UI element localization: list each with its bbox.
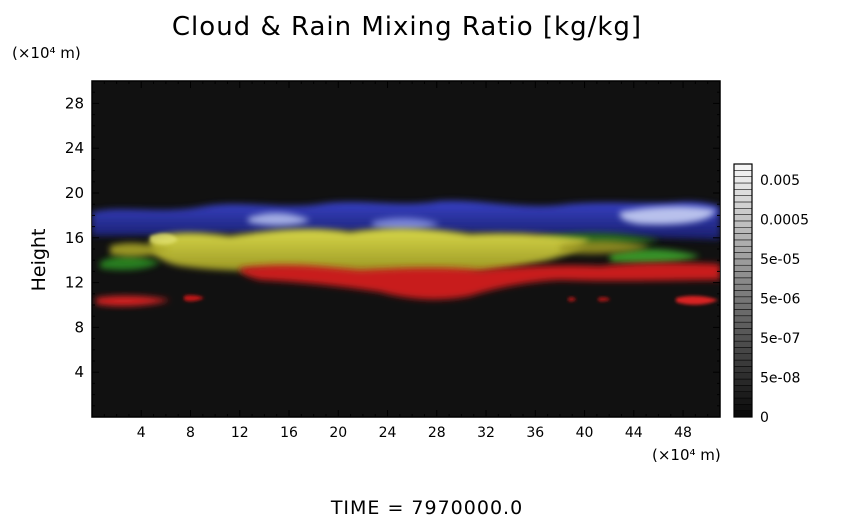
colorbar-segment bbox=[733, 385, 753, 392]
colorbar-segment bbox=[733, 252, 753, 260]
colorbar-frame bbox=[733, 163, 753, 418]
colorbar-segment bbox=[733, 328, 753, 336]
colorbar-segment bbox=[733, 283, 753, 291]
y-tick-label: 4 bbox=[74, 363, 84, 381]
colorbar-tick-label: 0.005 bbox=[760, 173, 800, 189]
colorbar-segment bbox=[733, 302, 753, 310]
colorbar-segment bbox=[733, 366, 753, 373]
x-tick-label: 40 bbox=[576, 425, 594, 441]
x-tick-label: 16 bbox=[280, 425, 298, 441]
x-tick-label: 24 bbox=[379, 425, 397, 441]
colorbar-tick-label: 0 bbox=[760, 410, 769, 426]
colorbar-segment bbox=[733, 309, 753, 317]
colorbar-segment bbox=[733, 378, 753, 386]
colorbar-segment bbox=[733, 290, 753, 298]
x-unit-label: (×10⁴ m) bbox=[652, 446, 721, 464]
colorbar-segment bbox=[733, 359, 753, 367]
colorbar-segment bbox=[733, 296, 753, 304]
colorbar-segment bbox=[733, 214, 753, 222]
colorbar-tick-label: 5e-06 bbox=[760, 292, 800, 308]
y-tick-label: 24 bbox=[65, 139, 84, 157]
colorbar-segment bbox=[733, 334, 753, 342]
colorbar-segment bbox=[733, 233, 753, 241]
colorbar-segment bbox=[733, 245, 753, 253]
x-tick-label: 8 bbox=[186, 425, 195, 441]
colorbar-segment bbox=[733, 264, 753, 272]
colorbar-segment bbox=[733, 163, 753, 171]
colorbar-segment bbox=[733, 182, 753, 190]
x-tick-label: 20 bbox=[329, 425, 347, 441]
heatmap-field bbox=[92, 200, 720, 307]
colorbar-segment bbox=[733, 201, 753, 209]
colorbar-tick-label: 0.0005 bbox=[760, 213, 809, 229]
colorbar-segment bbox=[733, 397, 753, 405]
y-tick-label: 16 bbox=[65, 229, 84, 247]
colorbar-segment bbox=[733, 176, 753, 184]
colorbar-segment bbox=[733, 404, 753, 411]
colorbar-segment bbox=[733, 315, 753, 323]
colorbar-segment bbox=[733, 347, 753, 354]
x-tick-label: 36 bbox=[526, 425, 544, 441]
y-unit-label: (×10⁴ m) bbox=[12, 44, 81, 62]
colorbar-tick-label: 5e-05 bbox=[760, 252, 800, 268]
y-tick-label: 20 bbox=[65, 184, 84, 202]
colorbar-segment bbox=[733, 208, 753, 215]
x-tick-label: 28 bbox=[428, 425, 446, 441]
y-tick-label: 12 bbox=[65, 274, 84, 292]
time-label: TIME = 7970000.0 bbox=[330, 497, 524, 519]
chart-title: Cloud & Rain Mixing Ratio [kg/kg] bbox=[171, 12, 643, 42]
y-tick-label: 8 bbox=[74, 318, 84, 336]
x-tick-label: 48 bbox=[674, 425, 692, 441]
x-tick-label: 32 bbox=[477, 425, 495, 441]
colorbar-segment bbox=[733, 391, 753, 399]
colorbar-segment bbox=[733, 258, 753, 266]
colorbar-segment bbox=[733, 340, 753, 348]
colorbar-tick-label: 5e-07 bbox=[760, 331, 800, 347]
colorbar-segment bbox=[733, 170, 753, 177]
colorbar-segment bbox=[733, 353, 753, 361]
colorbar-segment bbox=[733, 220, 753, 228]
colorbar-segment bbox=[733, 321, 753, 329]
x-tick-label: 12 bbox=[231, 425, 249, 441]
colorbar-segment bbox=[733, 227, 753, 234]
colorbar-segment bbox=[733, 372, 753, 380]
colorbar-tick-label: 5e-08 bbox=[760, 371, 800, 387]
colorbar-segment bbox=[733, 189, 753, 196]
colorbar-segment bbox=[733, 410, 753, 418]
y-tick-label: 28 bbox=[65, 94, 84, 112]
colorbar-segment bbox=[733, 239, 753, 247]
colorbar-segment bbox=[733, 271, 753, 279]
x-tick-label: 44 bbox=[625, 425, 643, 441]
colorbar-segment bbox=[733, 277, 753, 285]
colorbar-segment bbox=[733, 195, 753, 203]
x-tick-label: 4 bbox=[137, 425, 146, 441]
